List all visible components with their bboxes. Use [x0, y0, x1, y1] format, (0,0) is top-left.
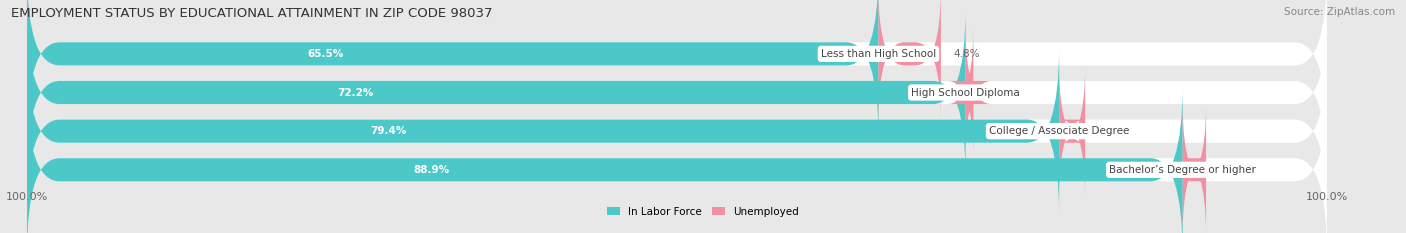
FancyBboxPatch shape — [27, 7, 1327, 178]
Text: 0.6%: 0.6% — [987, 88, 1012, 98]
FancyBboxPatch shape — [27, 7, 966, 178]
Text: Less than High School: Less than High School — [821, 49, 936, 59]
Text: 65.5%: 65.5% — [307, 49, 343, 59]
FancyBboxPatch shape — [27, 85, 1327, 233]
Text: 1.8%: 1.8% — [1219, 165, 1246, 175]
FancyBboxPatch shape — [27, 0, 879, 139]
Text: 72.2%: 72.2% — [337, 88, 374, 98]
FancyBboxPatch shape — [1059, 65, 1085, 197]
Text: 100.0%: 100.0% — [6, 192, 48, 202]
Text: College / Associate Degree: College / Associate Degree — [988, 126, 1129, 136]
Text: 4.8%: 4.8% — [953, 49, 980, 59]
FancyBboxPatch shape — [27, 85, 1182, 233]
Text: High School Diploma: High School Diploma — [911, 88, 1019, 98]
FancyBboxPatch shape — [879, 0, 941, 120]
FancyBboxPatch shape — [1180, 104, 1209, 233]
Text: Source: ZipAtlas.com: Source: ZipAtlas.com — [1284, 7, 1395, 17]
Text: 2.0%: 2.0% — [1098, 126, 1125, 136]
FancyBboxPatch shape — [27, 46, 1327, 216]
Text: EMPLOYMENT STATUS BY EDUCATIONAL ATTAINMENT IN ZIP CODE 98037: EMPLOYMENT STATUS BY EDUCATIONAL ATTAINM… — [11, 7, 492, 20]
Text: 79.4%: 79.4% — [370, 126, 406, 136]
FancyBboxPatch shape — [27, 46, 1059, 216]
Text: 100.0%: 100.0% — [1306, 192, 1348, 202]
FancyBboxPatch shape — [27, 0, 1327, 139]
FancyBboxPatch shape — [948, 27, 991, 158]
Legend: In Labor Force, Unemployed: In Labor Force, Unemployed — [603, 202, 803, 221]
Text: Bachelor’s Degree or higher: Bachelor’s Degree or higher — [1109, 165, 1256, 175]
Text: 88.9%: 88.9% — [413, 165, 450, 175]
